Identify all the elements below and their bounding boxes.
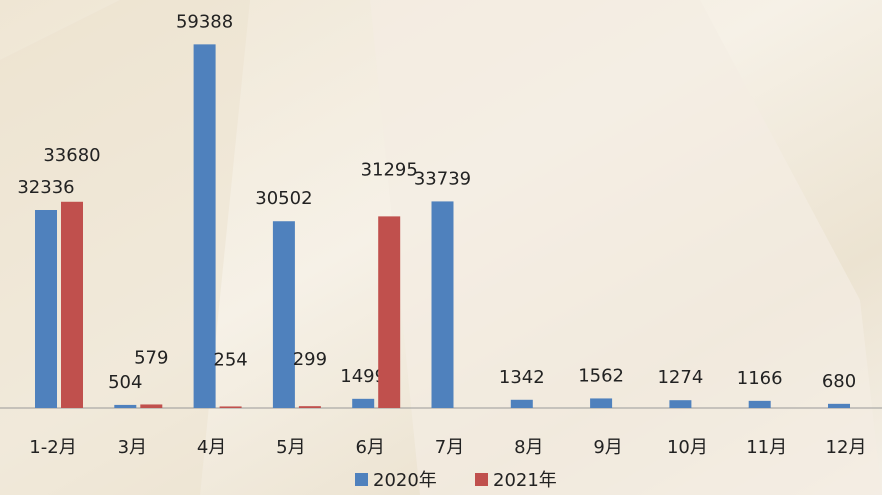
x-tick-label: 1-2月 [29, 437, 76, 458]
value-label: 1274 [657, 367, 703, 388]
bar [748, 400, 771, 408]
legend-label: 2021年 [493, 470, 557, 491]
value-label: 504 [108, 372, 142, 393]
x-tick-label: 6月 [355, 437, 384, 458]
value-label: 254 [213, 349, 247, 370]
bar [35, 210, 57, 408]
background-shape [370, 0, 882, 495]
bar [828, 403, 850, 408]
bar [140, 404, 163, 408]
bar [114, 404, 137, 408]
value-label: 33739 [414, 168, 471, 189]
x-tick-label: 10月 [667, 437, 708, 458]
x-tick-label: 3月 [118, 437, 147, 458]
bar [193, 44, 216, 409]
value-label: 31295 [361, 159, 418, 180]
bar [510, 399, 533, 408]
bar [298, 406, 321, 408]
x-tick-label: 11月 [746, 437, 787, 458]
value-label: 59388 [176, 11, 233, 32]
x-tick-label: 9月 [593, 437, 622, 458]
bar [431, 201, 454, 408]
value-label: 33680 [43, 145, 100, 166]
bar [61, 201, 83, 408]
value-label: 32336 [17, 177, 74, 198]
legend-swatch [475, 473, 488, 486]
x-tick-label: 4月 [197, 437, 226, 458]
bar [272, 221, 295, 408]
value-label: 1342 [499, 367, 545, 388]
x-tick-label: 12月 [826, 437, 867, 458]
x-tick-label: 5月 [276, 437, 305, 458]
value-label: 1562 [578, 365, 624, 386]
x-tick-label: 8月 [514, 437, 543, 458]
bar [590, 398, 613, 408]
legend-swatch [355, 473, 368, 486]
value-label: 30502 [255, 188, 312, 209]
value-label: 1499 [340, 366, 386, 387]
value-label: 1166 [737, 368, 783, 389]
value-label: 579 [134, 347, 168, 368]
bar [219, 406, 242, 408]
legend-label: 2020年 [373, 470, 437, 491]
value-label: 299 [293, 349, 327, 370]
x-tick-label: 7月 [435, 437, 464, 458]
value-label: 680 [822, 371, 856, 392]
bar [378, 216, 401, 408]
bar [669, 400, 692, 408]
bar [352, 398, 375, 408]
